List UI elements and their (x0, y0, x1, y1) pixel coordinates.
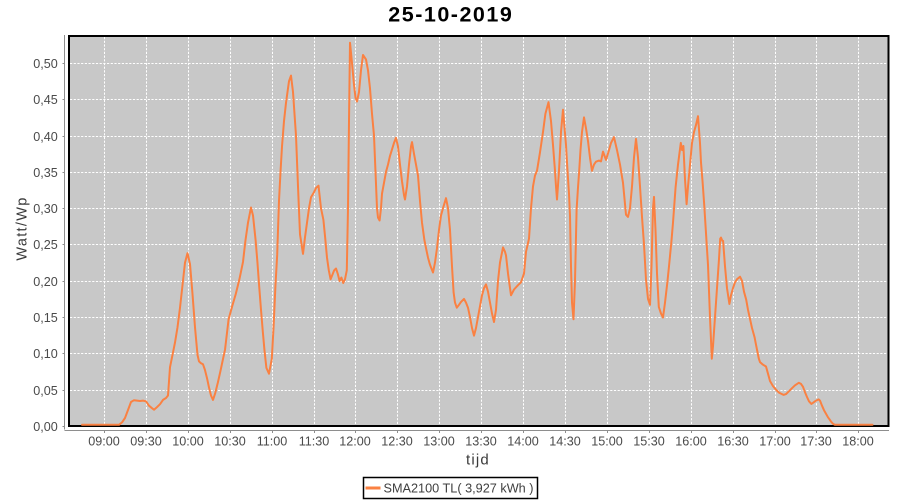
svg-text:0,50: 0,50 (33, 57, 58, 71)
svg-text:17:00: 17:00 (759, 435, 791, 449)
svg-text:14:00: 14:00 (507, 435, 539, 449)
svg-text:09:00: 09:00 (88, 435, 120, 449)
svg-text:14:30: 14:30 (549, 435, 581, 449)
svg-text:0,30: 0,30 (33, 202, 58, 216)
svg-text:0,35: 0,35 (33, 166, 58, 180)
svg-text:13:00: 13:00 (423, 435, 455, 449)
svg-text:Watt/Wp: Watt/Wp (14, 196, 30, 260)
svg-text:12:30: 12:30 (381, 435, 413, 449)
svg-text:16:00: 16:00 (675, 435, 707, 449)
svg-text:13:30: 13:30 (465, 435, 497, 449)
svg-text:10:30: 10:30 (214, 435, 246, 449)
svg-text:11:00: 11:00 (257, 435, 288, 449)
svg-text:25-10-2019: 25-10-2019 (388, 3, 513, 27)
svg-text:SMA2100 TL( 3,927 kWh ): SMA2100 TL( 3,927 kWh ) (384, 482, 534, 496)
svg-text:11:30: 11:30 (299, 435, 330, 449)
svg-text:0,25: 0,25 (33, 238, 58, 252)
svg-text:10:00: 10:00 (172, 435, 204, 449)
svg-text:16:30: 16:30 (717, 435, 749, 449)
svg-text:0,00: 0,00 (33, 420, 58, 434)
svg-text:09:30: 09:30 (130, 435, 162, 449)
svg-text:0,45: 0,45 (33, 93, 58, 107)
svg-text:17:30: 17:30 (800, 435, 832, 449)
svg-text:0,40: 0,40 (33, 130, 58, 144)
svg-text:0,20: 0,20 (33, 275, 58, 289)
svg-text:0,15: 0,15 (33, 311, 58, 325)
svg-text:18:00: 18:00 (842, 435, 874, 449)
svg-text:0,10: 0,10 (33, 347, 58, 361)
svg-text:0,05: 0,05 (33, 384, 58, 398)
svg-text:15:00: 15:00 (591, 435, 623, 449)
svg-text:tijd: tijd (466, 452, 490, 469)
svg-text:15:30: 15:30 (633, 435, 665, 449)
svg-text:12:00: 12:00 (339, 435, 371, 449)
